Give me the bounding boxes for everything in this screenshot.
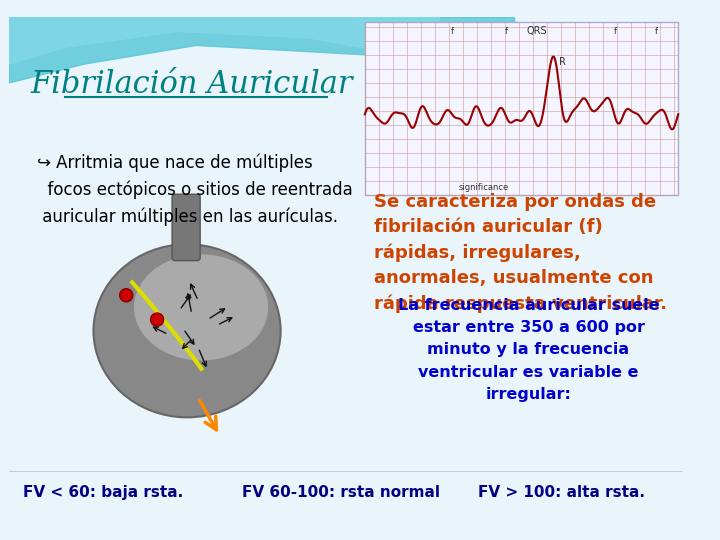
Text: La frecuencia auricular suele
estar entre 350 a 600 por
minuto y la frecuencia
v: La frecuencia auricular suele estar entr… (397, 298, 660, 402)
Text: FV 60-100: rsta normal: FV 60-100: rsta normal (243, 485, 441, 500)
Text: FV < 60: baja rsta.: FV < 60: baja rsta. (23, 485, 183, 500)
Text: f: f (451, 27, 454, 36)
FancyBboxPatch shape (365, 22, 678, 195)
Text: significance: significance (459, 184, 509, 192)
Text: R: R (559, 57, 566, 68)
Text: FV > 100: alta rsta.: FV > 100: alta rsta. (478, 485, 645, 500)
Text: f: f (654, 27, 658, 36)
Text: f: f (614, 27, 617, 36)
FancyBboxPatch shape (172, 194, 200, 261)
Text: Se caracteriza por ondas de
fibrilación auricular (f)
rápidas, irregulares,
anor: Se caracteriza por ondas de fibrilación … (374, 193, 667, 313)
Text: f: f (504, 27, 508, 36)
Ellipse shape (94, 244, 281, 417)
Text: ↪ Arritmia que nace de múltiples
  focos ectópicos o sitios de reentrada
 auricu: ↪ Arritmia que nace de múltiples focos e… (37, 153, 353, 226)
Text: QRS: QRS (527, 26, 547, 36)
Polygon shape (9, 17, 440, 73)
Circle shape (120, 289, 132, 302)
Text: Fibrilación Auricular: Fibrilación Auricular (30, 69, 353, 100)
Ellipse shape (133, 254, 269, 361)
Polygon shape (9, 17, 515, 102)
Circle shape (150, 313, 163, 326)
FancyBboxPatch shape (9, 17, 683, 523)
